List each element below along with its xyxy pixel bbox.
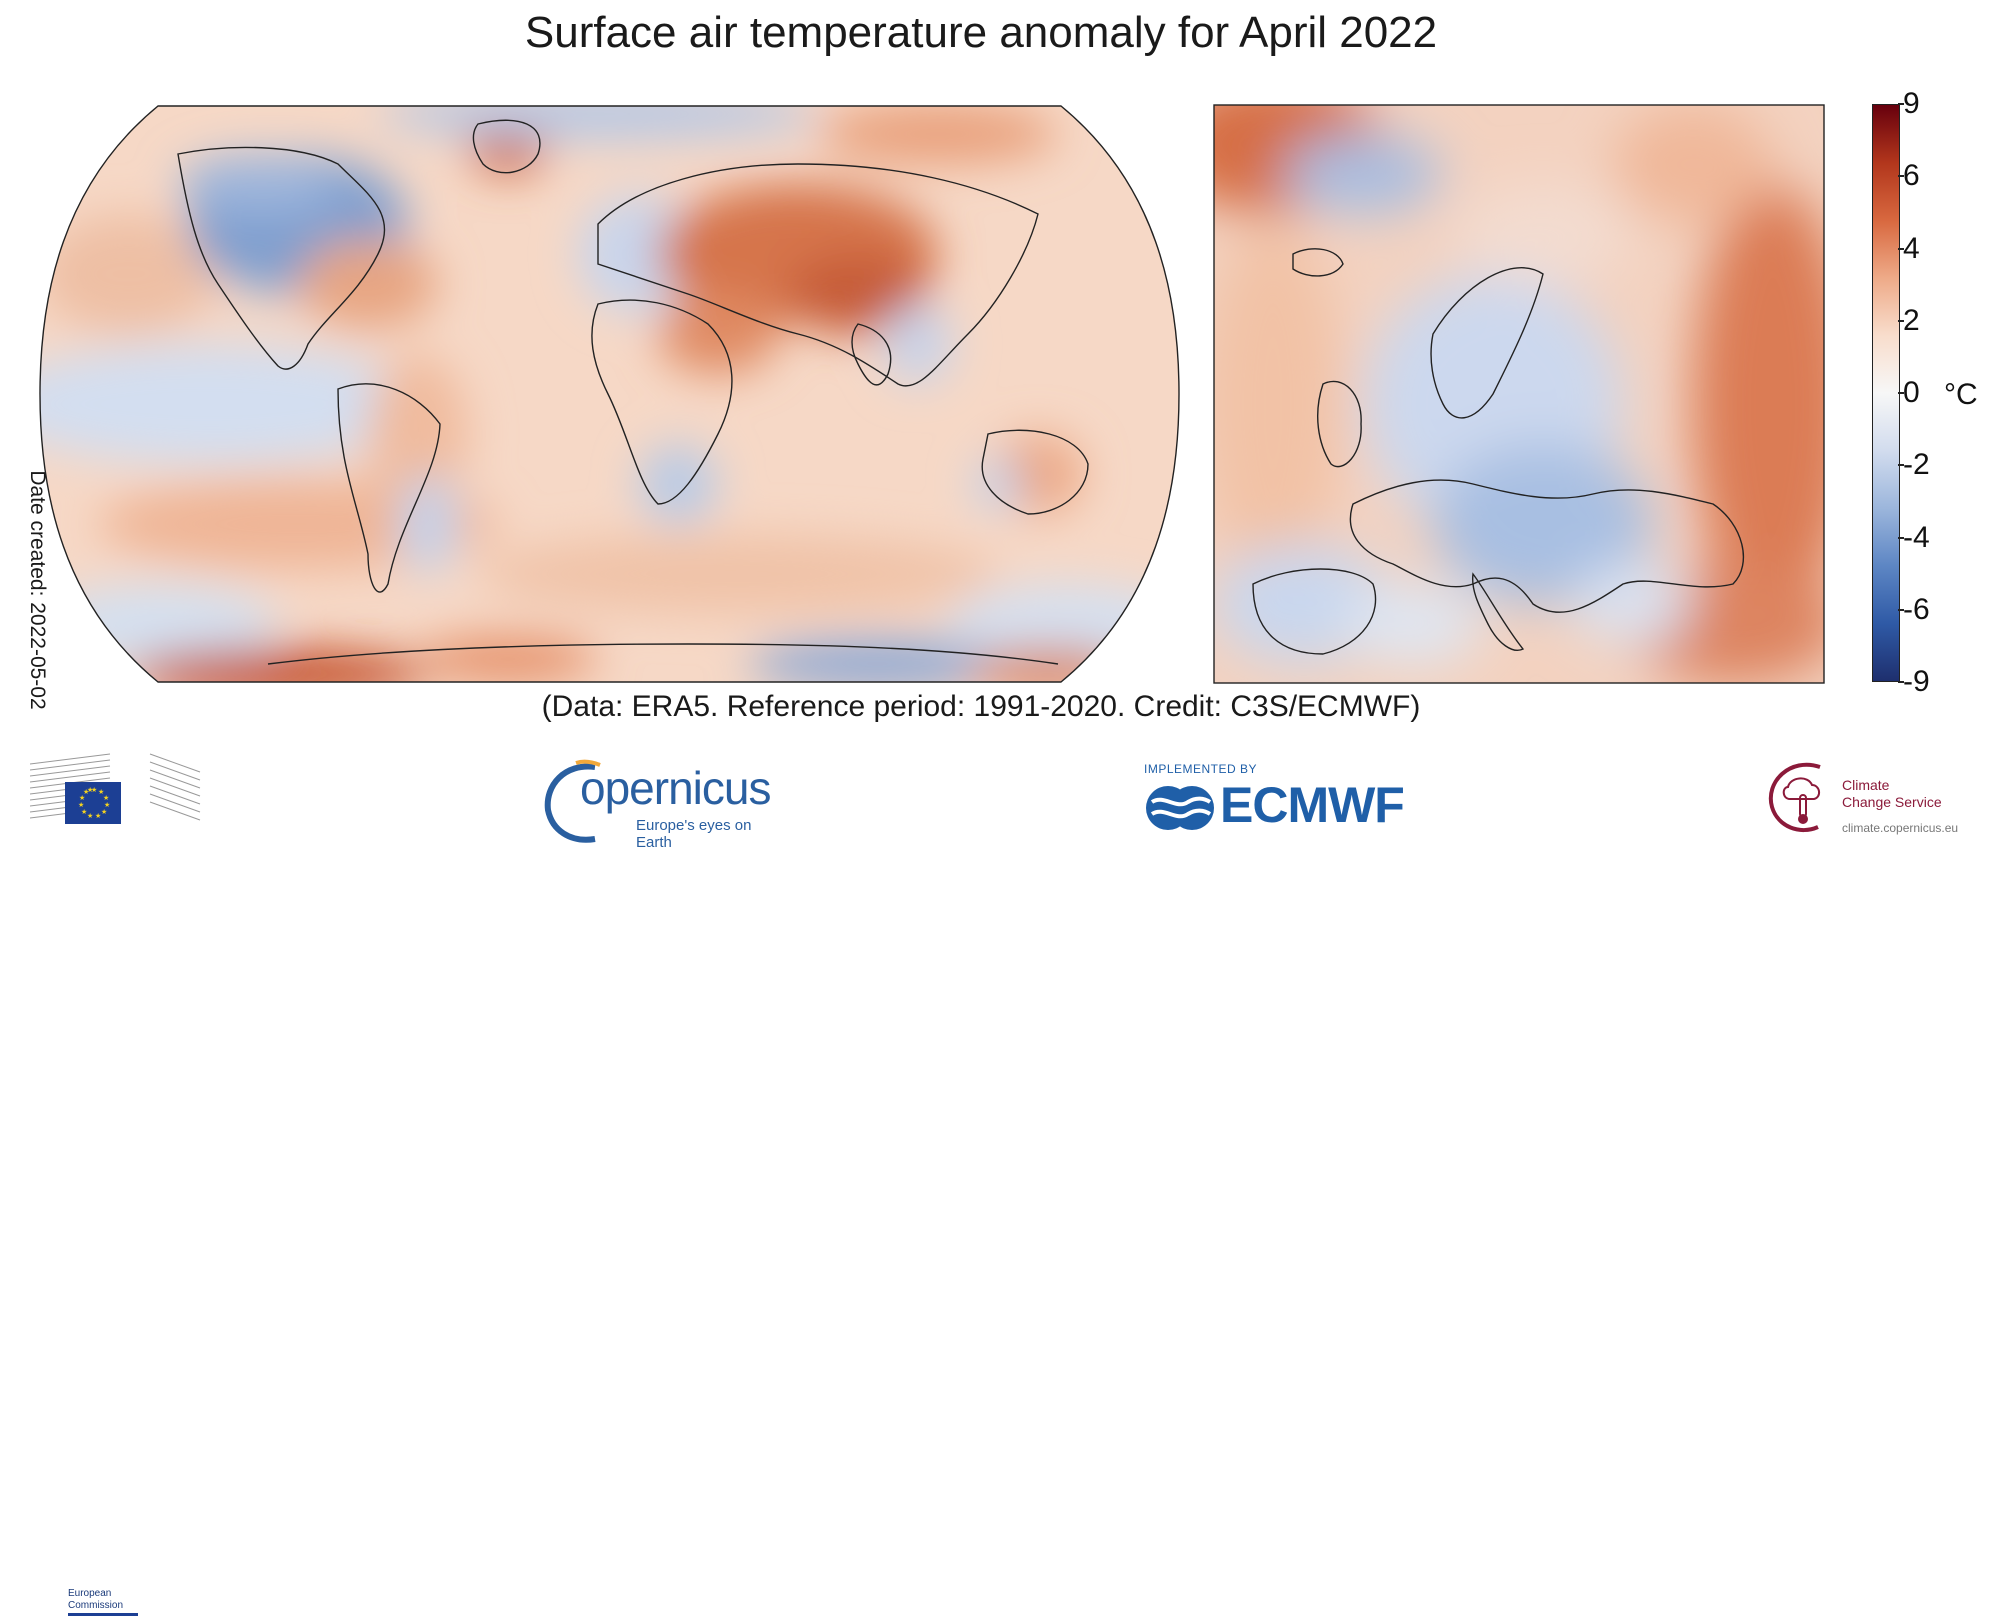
colorbar-unit: °C (1944, 378, 1978, 411)
ec-caption-line1: European (68, 1588, 112, 1599)
colorbar-tick-mark (1898, 536, 1904, 539)
europe-anomaly-field (1214, 105, 1824, 683)
world-map-border (39, 105, 1180, 683)
svg-text:★: ★ (103, 794, 109, 802)
ec-caption: European Commission (68, 1588, 148, 1612)
svg-text:★: ★ (79, 794, 85, 802)
colorbar-tick-label: 4 (1903, 231, 1920, 265)
svg-text:★: ★ (78, 801, 84, 809)
ecmwf-name: ECMWF (1220, 777, 1405, 833)
colorbar-tick-mark (1898, 392, 1904, 394)
svg-text:★: ★ (101, 808, 107, 816)
svg-text:★: ★ (83, 788, 89, 796)
colorbar-tick-mark (1898, 681, 1904, 683)
c3s-thermometer-icon (1768, 762, 1821, 833)
svg-text:★: ★ (95, 812, 101, 820)
ec-caption-line2: Commission (68, 1600, 124, 1611)
svg-text:★: ★ (91, 786, 97, 794)
c3s-name-line2: Change Service (1842, 794, 1942, 810)
colorbar-tick-label: 9 (1903, 87, 1920, 120)
colorbar-tick-label: -2 (1903, 448, 1930, 482)
colorbar-tick-label: -6 (1903, 592, 1930, 626)
page-title: Surface air temperature anomaly for Apri… (524, 8, 1438, 57)
colorbar-tick-label: 2 (1903, 303, 1920, 337)
colorbar-tick-mark (1898, 319, 1904, 322)
world-anomaly-map (39, 105, 1180, 683)
c3s-name: Climate Change Service (1842, 777, 1962, 811)
credit-line: (Data: ERA5. Reference period: 1991-2020… (541, 690, 1421, 723)
colorbar-tick-mark (1898, 247, 1904, 250)
colorbar-tick-label: -4 (1903, 520, 1930, 554)
ecmwf-waves-icon (1146, 786, 1214, 830)
svg-text:★: ★ (104, 801, 110, 809)
svg-text:★: ★ (87, 812, 93, 820)
europe-map-border (1213, 104, 1825, 684)
copernicus-tagline: Europe's eyes on Earth (636, 817, 752, 851)
svg-text:★: ★ (98, 788, 104, 796)
europe-coastlines (1252, 248, 1745, 655)
world-coastlines (177, 119, 1089, 665)
svg-text:★: ★ (87, 786, 93, 794)
colorbar-tick-mark (1898, 175, 1904, 178)
colorbar (1872, 104, 1900, 682)
colorbar-tick-label: 6 (1903, 159, 1920, 193)
copernicus-logo: opernicus Europe's eyes on Earth (540, 755, 780, 851)
ec-emblem-icon: ★ ★★★ ★★★★ ★★★★ (29, 753, 201, 824)
world-anomaly-field (40, 106, 1179, 682)
colorbar-tick-mark (1898, 103, 1904, 105)
european-commission-logo: ★ ★ ★ ★ ★ ★ ★ ★ ★ ★ ★ ★ European Commission (29, 752, 205, 1616)
copernicus-name: opernicus (580, 762, 771, 814)
ecmwf-implemented-by: IMPLEMENTED BY (1144, 762, 1258, 776)
colorbar-tick-mark (1898, 608, 1904, 611)
c3s-name-line1: Climate (1842, 777, 1890, 793)
ecmwf-logo: IMPLEMENTED BY ECMWF (1142, 762, 1442, 842)
colorbar-tick-label: 0 (1903, 376, 1920, 409)
svg-text:★: ★ (81, 808, 87, 816)
colorbar-tick-label: -9 (1903, 665, 1930, 698)
colorbar-tick-mark (1898, 464, 1904, 467)
c3s-url: climate.copernicus.eu (1842, 821, 1959, 835)
copernicus-arc-icon (544, 759, 601, 843)
c3s-logo: Climate Change Service climate.copernicu… (1760, 755, 1970, 845)
europe-anomaly-map (1213, 104, 1825, 684)
